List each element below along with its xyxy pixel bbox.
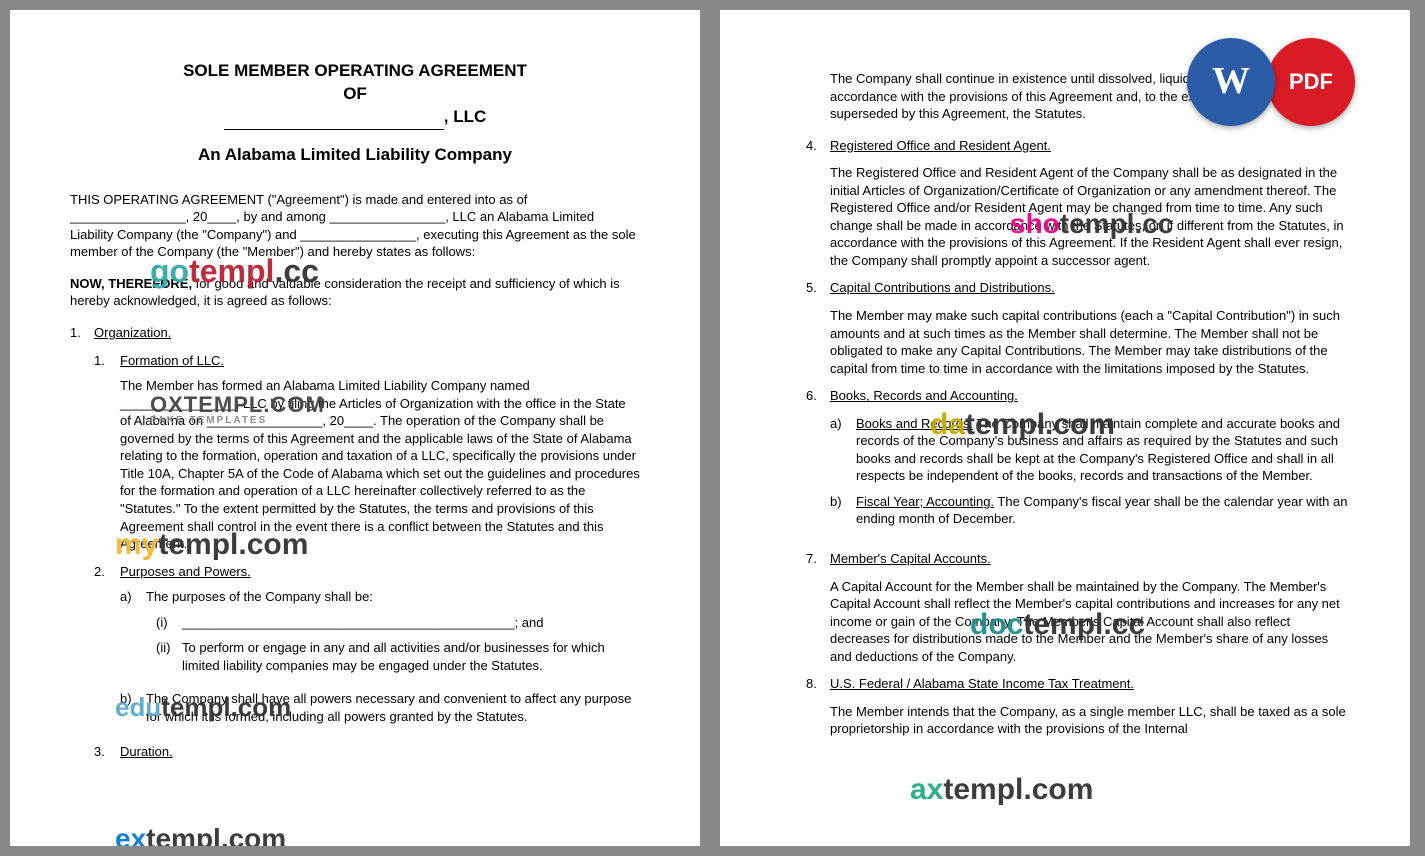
title-line-1: SOLE MEMBER OPERATING AGREEMENT	[70, 60, 640, 83]
pdf-badge-icon: PDF	[1267, 38, 1355, 126]
document-page-1: SOLE MEMBER OPERATING AGREEMENT OF , LLC…	[10, 10, 700, 846]
document-page-2: The Company shall continue in existence …	[720, 10, 1410, 846]
s1-b-a-lead: The purposes of the Company shall be:	[146, 589, 373, 604]
s5-body: The Member may make such capital contrib…	[830, 307, 1350, 377]
s1-b-b: The Company shall have all powers necess…	[146, 690, 640, 725]
s1-b-a-list: (i) ____________________________________…	[156, 614, 640, 675]
watermark-extempl: extempl.com	[115, 820, 286, 846]
s1-c-head: Duration.	[120, 744, 173, 759]
title-line-2: OF	[70, 83, 640, 106]
s1-b-a-ii: To perform or engage in any and all acti…	[182, 639, 640, 674]
format-badges: W PDF	[1187, 38, 1355, 126]
s6-head: Books, Records and Accounting.	[830, 388, 1018, 403]
s1-b-head: Purposes and Powers.	[120, 564, 251, 579]
s6-b-head: Fiscal Year; Accounting.	[856, 494, 994, 509]
now-therefore-bold: NOW, THEREFORE,	[70, 276, 192, 291]
s1-c-num: 3.	[94, 743, 120, 761]
s1-a-body: The Member has formed an Alabama Limited…	[120, 377, 640, 552]
s4-head: Registered Office and Resident Agent.	[830, 138, 1051, 153]
s6-a-num: a)	[830, 415, 856, 485]
llc-suffix: , LLC	[444, 107, 487, 126]
s4-num: 4.	[806, 137, 830, 270]
s8-head: U.S. Federal / Alabama State Income Tax …	[830, 676, 1134, 691]
s1-b-sublist: a) The purposes of the Company shall be:…	[120, 588, 640, 725]
s8-num: 8.	[806, 675, 830, 738]
company-name-blank	[224, 106, 444, 130]
s6-a-head: Books and Records.	[856, 416, 973, 431]
s6-b-num: b)	[830, 493, 856, 528]
section-list-p2: 4. Registered Office and Resident Agent.…	[806, 137, 1350, 738]
now-therefore: NOW, THEREFORE, for good and valuable co…	[70, 275, 640, 310]
s7-num: 7.	[806, 550, 830, 665]
s6-num: 6.	[806, 387, 830, 536]
watermark-axtempl: axtempl.com	[910, 770, 1093, 811]
s1-b-b-num: b)	[120, 690, 146, 725]
s7-body: A Capital Account for the Member shall b…	[830, 578, 1350, 666]
s4-body: The Registered Office and Resident Agent…	[830, 164, 1350, 269]
section-list: 1. Organization. 1. Formation of LLC. Th…	[70, 324, 640, 771]
s1-b-a-num: a)	[120, 588, 146, 682]
intro-paragraph: THIS OPERATING AGREEMENT ("Agreement") i…	[70, 191, 640, 261]
s6-sublist: a) Books and Records. The Company shall …	[830, 415, 1350, 528]
s5-head: Capital Contributions and Distributions.	[830, 280, 1055, 295]
s5-num: 5.	[806, 279, 830, 377]
s1-a-head: Formation of LLC.	[120, 353, 224, 368]
section-1-head: Organization.	[94, 325, 171, 340]
s1-b-num: 2.	[94, 563, 120, 734]
title-line-3: , LLC	[70, 106, 640, 130]
s7-head: Member's Capital Accounts.	[830, 551, 991, 566]
subtitle: An Alabama Limited Liability Company	[70, 144, 640, 167]
s1-b-a-ii-num: (ii)	[156, 639, 182, 674]
word-badge-icon: W	[1187, 38, 1275, 126]
s1-b-a-i: ________________________________________…	[182, 614, 640, 632]
s1-a-num: 1.	[94, 352, 120, 553]
section-1-num: 1.	[70, 324, 94, 771]
s1-b-a-i-num: (i)	[156, 614, 182, 632]
s8-body: The Member intends that the Company, as …	[830, 703, 1350, 738]
section-1-sublist: 1. Formation of LLC. The Member has form…	[94, 352, 640, 761]
